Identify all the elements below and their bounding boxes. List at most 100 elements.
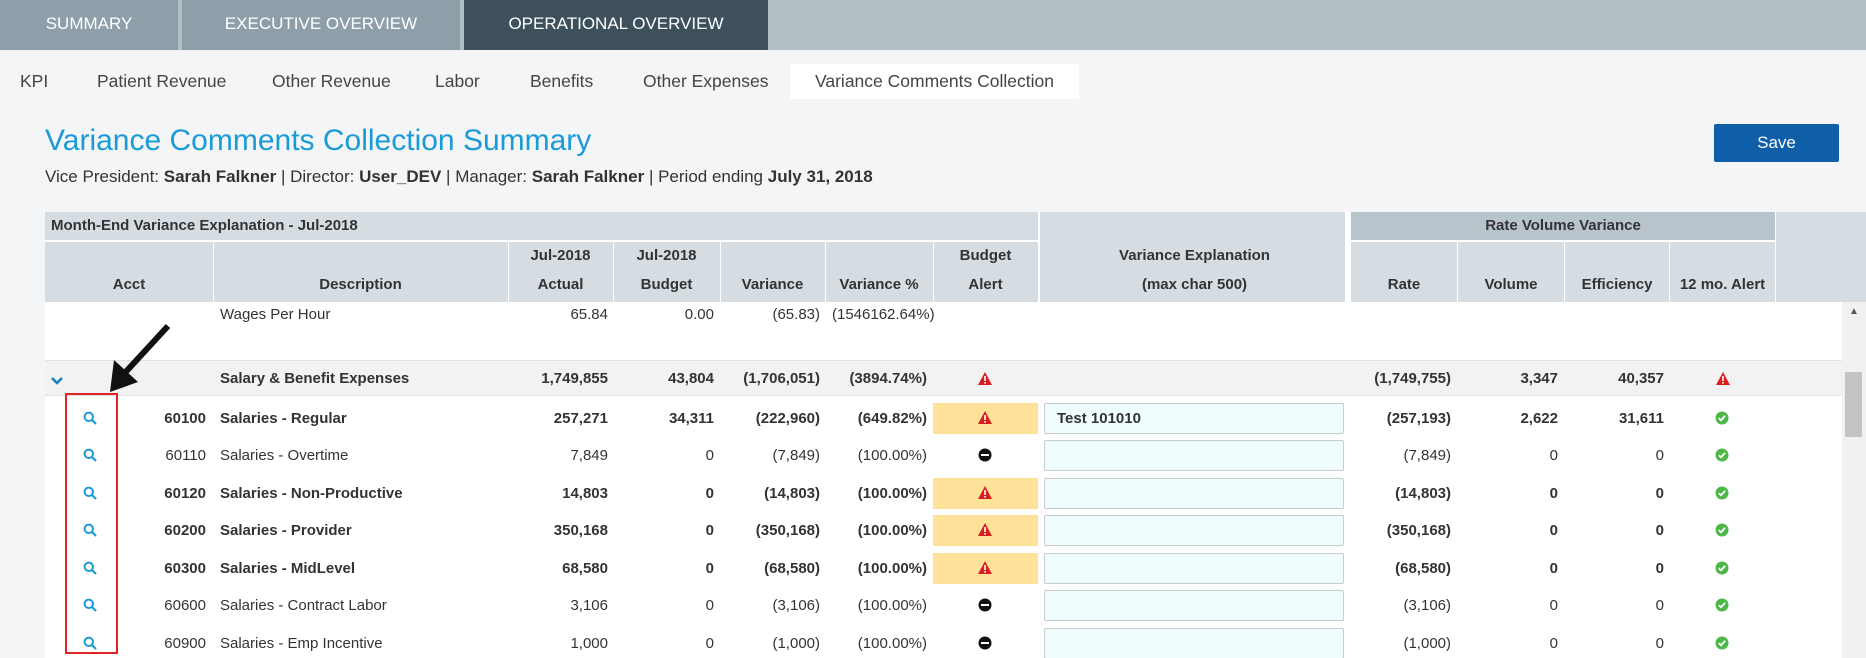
check-circle-icon [1715,448,1729,466]
check-circle-icon [1715,598,1729,616]
tab-executive-overview[interactable]: EXECUTIVE OVERVIEW [182,0,460,50]
warning-icon [977,371,993,390]
row-variance: (7,849) [772,447,820,464]
row-budget: 0 [705,485,714,502]
tab-patient-revenue[interactable]: Patient Revenue [97,71,227,91]
period-date: July 31, 2018 [767,167,873,186]
tab-other-revenue[interactable]: Other Revenue [272,71,391,91]
row-rate: (1,000) [1403,635,1451,652]
row-budget: 0 [705,597,714,614]
tab-operational-overview[interactable]: OPERATIONAL OVERVIEW [464,0,768,50]
col-volume[interactable]: Volume [1484,276,1538,293]
col-rate[interactable]: Rate [1387,276,1421,293]
variance-explanation-input[interactable] [1044,403,1344,434]
table-row: 60900 Salaries - Emp Incentive 1,000 0 (1,00… [45,625,1866,658]
row-volume: 0 [1549,522,1558,539]
col-12mo-alert[interactable]: 12 mo. Alert [1679,276,1766,293]
search-icon[interactable] [83,598,97,616]
row-description: Salaries - MidLevel [220,560,356,577]
scrollbar-thumb[interactable] [1845,372,1862,437]
minus-circle-icon [978,598,992,616]
row-variance-pct: (100.00%) [857,597,927,614]
row-variance: (3,106) [772,597,820,614]
vertical-scrollbar[interactable]: ▲ [1842,302,1866,658]
table-row: 60600 Salaries - Contract Labor 3,106 0 (3,1… [45,587,1866,624]
group-volume: 3,347 [1520,370,1558,387]
row-efficiency: 0 [1655,447,1664,464]
row-budget: 0 [705,560,714,577]
col-variance[interactable]: Variance [741,276,804,293]
row-variance-pct: (1546162.64%) [832,306,935,323]
row-budget: 0.00 [684,306,714,323]
page-title: Variance Comments Collection Summary [45,124,592,157]
row-rate: (68,580) [1395,560,1451,577]
tab-labor[interactable]: Labor [435,71,480,91]
col-budget-alert[interactable]: Alert [968,276,1003,293]
col-budget[interactable]: Budget [640,276,693,293]
row-description: Salaries - Regular [220,410,347,427]
row-variance: (1,000) [772,635,820,652]
table-row: 60200 Salaries - Provider 350,168 0 (350,168… [45,512,1866,549]
variance-explanation-input[interactable] [1044,628,1344,658]
variance-explanation-input[interactable] [1044,590,1344,621]
row-variance-pct: (100.00%) [857,447,927,464]
col-description[interactable]: Description [319,276,402,293]
variance-explanation-input[interactable] [1044,515,1344,546]
row-acct: 60110 [165,447,206,464]
row-actual: 1,000 [570,635,608,652]
scroll-up-icon[interactable]: ▲ [1849,306,1859,317]
warning-icon [977,485,993,504]
row-actual: 350,168 [553,522,608,539]
row-rate: (7,849) [1403,447,1451,464]
tab-benefits[interactable]: Benefits [530,71,594,91]
chevron-down-icon[interactable] [50,373,64,390]
table-row-partial: Wages Per Hour 65.84 0.00 (65.83) (15461… [45,304,1866,348]
row-actual: 3,106 [570,597,608,614]
search-icon[interactable] [83,523,97,541]
row-volume: 0 [1549,560,1558,577]
tab-variance-comments-collection[interactable]: Variance Comments Collection [790,64,1079,99]
rv-header: Rate Volume Variance [1351,212,1775,240]
group-actual: 1,749,855 [541,370,608,387]
table-row: 60120 Salaries - Non-Productive 14,803 0 (14… [45,475,1866,512]
variance-table: Month-End Variance Explanation - Jul-201… [45,212,1866,658]
row-variance: (65.83) [772,306,820,323]
variance-explanation-input[interactable] [1044,440,1344,471]
col-variance-pct[interactable]: Variance % [839,276,919,293]
row-description: Salaries - Emp Incentive [220,635,383,652]
search-icon[interactable] [83,448,97,466]
search-icon[interactable] [83,411,97,429]
variance-explanation-input[interactable] [1044,553,1344,584]
row-acct: 60100 [164,410,206,427]
search-icon[interactable] [83,486,97,504]
group-description: Salary & Benefit Expenses [220,370,410,387]
variance-explanation-input[interactable] [1044,478,1344,509]
page-subtitle: Vice President: Sarah Falkner | Director… [45,167,873,186]
col-acct[interactable]: Acct [112,276,146,293]
check-circle-icon [1715,411,1729,429]
row-variance: (222,960) [755,410,820,427]
save-button[interactable]: Save [1714,124,1839,162]
search-icon[interactable] [83,636,97,654]
group-efficiency: 40,357 [1618,370,1664,387]
tab-kpi[interactable]: KPI [20,71,49,91]
row-variance-pct: (649.82%) [857,410,927,427]
row-variance: (68,580) [764,560,820,577]
tab-other-expenses[interactable]: Other Expenses [643,71,769,91]
col-efficiency[interactable]: Efficiency [1581,276,1653,293]
row-efficiency: 0 [1655,560,1664,577]
row-rate: (257,193) [1386,410,1451,427]
search-icon[interactable] [83,561,97,579]
row-variance-pct: (100.00%) [857,635,927,652]
tab-summary[interactable]: SUMMARY [0,0,178,50]
group-header: Month-End Variance Explanation - Jul-201… [45,212,1038,240]
group-row-salary-benefits: Salary & Benefit Expenses 1,749,855 43,8… [45,360,1866,396]
row-budget: 0 [705,635,714,652]
column-header-bg [45,242,1038,302]
row-acct: 60900 [164,635,206,652]
col-actual[interactable]: Actual [537,276,584,293]
row-efficiency: 31,611 [1618,410,1664,427]
col-budget-alert-top: Budget [959,247,1012,264]
row-acct: 60200 [164,522,206,539]
row-variance-pct: (100.00%) [857,560,927,577]
